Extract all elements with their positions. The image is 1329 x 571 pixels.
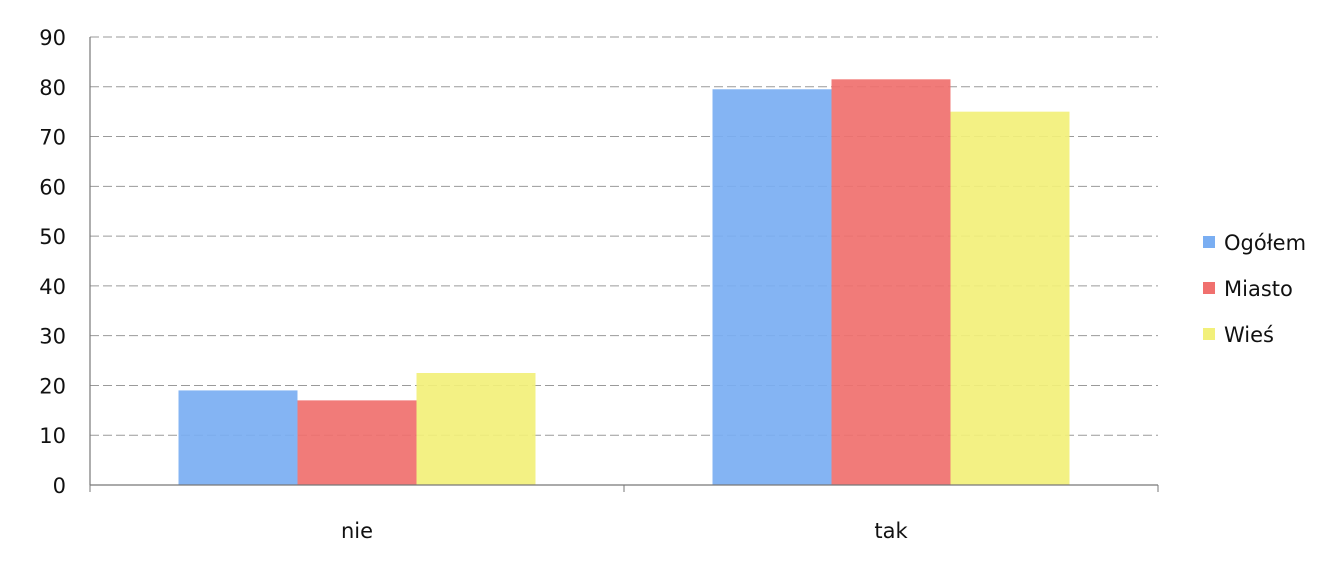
y-tick-label: 60 <box>39 175 66 199</box>
bar-tak-Wieś <box>950 111 1070 486</box>
bars <box>178 79 1070 486</box>
x-category-label: nie <box>341 519 373 543</box>
y-tick-label: 40 <box>39 275 66 299</box>
y-tick-label: 70 <box>39 126 66 150</box>
bar-tak-Miasto <box>831 79 951 486</box>
legend-swatch <box>1203 328 1215 340</box>
legend-label: Wieś <box>1224 323 1274 347</box>
bar-tak-Ogółem <box>712 89 832 486</box>
legend: Ogółem Miasto Wieś <box>1203 231 1306 347</box>
x-category-label: tak <box>874 519 908 543</box>
y-tick-label: 50 <box>39 225 66 249</box>
y-tick-label: 80 <box>39 76 66 100</box>
y-tick-label: 20 <box>39 374 66 398</box>
legend-swatch <box>1203 282 1215 294</box>
x-axis: nie tak <box>89 484 1159 543</box>
y-tick-label: 30 <box>39 325 66 349</box>
bar-nie-Miasto <box>297 400 417 485</box>
gridlines <box>90 36 1158 436</box>
y-axis: 0 10 20 30 40 50 60 70 80 90 <box>39 26 91 498</box>
y-tick-label: 0 <box>53 474 66 498</box>
bar-nie-Wieś <box>416 373 536 485</box>
legend-label: Ogółem <box>1224 231 1306 255</box>
legend-label: Miasto <box>1224 277 1293 301</box>
y-tick-label: 90 <box>39 26 66 50</box>
y-tick-label: 10 <box>39 424 66 448</box>
bar-nie-Ogółem <box>178 390 298 485</box>
legend-swatch <box>1203 236 1215 248</box>
